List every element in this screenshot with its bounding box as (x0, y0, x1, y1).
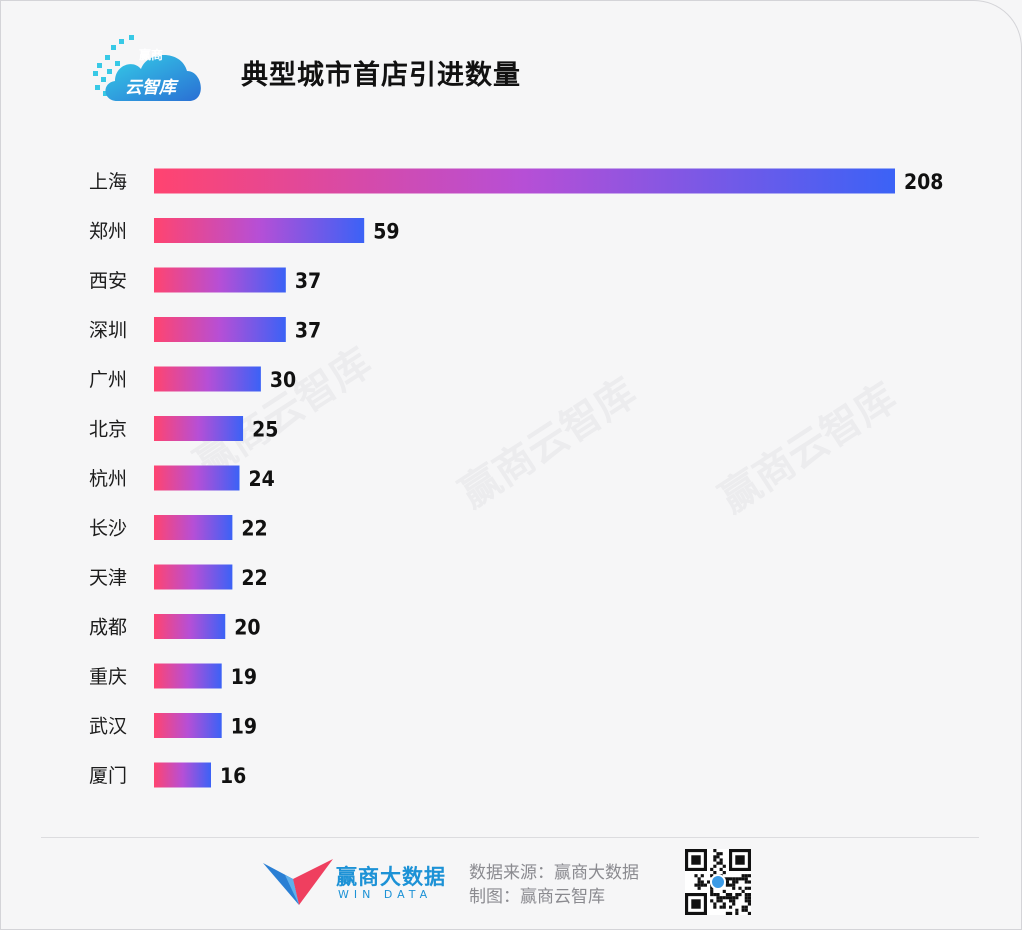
category-label: 成都 (89, 617, 127, 639)
value-label: 37 (295, 319, 321, 343)
category-label: 重庆 (89, 666, 127, 688)
yunzhiku-logo (93, 35, 201, 101)
value-label: 22 (241, 517, 267, 541)
bar[interactable] (154, 317, 286, 342)
brand-name-cn: 赢商大数据 (336, 865, 446, 889)
value-label: 37 (295, 269, 321, 293)
bar[interactable] (154, 465, 240, 491)
logo-text-top: 赢商 (139, 48, 164, 62)
bar[interactable] (154, 515, 233, 540)
category-label: 深圳 (89, 320, 127, 342)
bar[interactable] (154, 713, 222, 738)
logo-text-bottom: 云智库 (125, 78, 176, 98)
bar[interactable] (154, 614, 226, 639)
value-label: 30 (270, 368, 296, 392)
bar[interactable] (154, 762, 211, 788)
value-label: 25 (252, 418, 278, 442)
category-label: 西安 (89, 270, 127, 292)
footer-divider (41, 837, 979, 838)
category-label: 武汉 (89, 716, 127, 738)
bar[interactable] (154, 366, 261, 392)
chart-title: 典型城市首店引进数量 (241, 60, 521, 91)
footer: 赢商大数据 WIN DATA 数据来源：赢商大数据 制图：赢商云智库 (1, 847, 1021, 927)
brand-name-en: WIN DATA (338, 888, 433, 901)
category-label: 郑州 (89, 221, 127, 243)
qr-code-icon[interactable] (685, 849, 751, 915)
category-label: 厦门 (89, 765, 127, 787)
value-label: 16 (220, 764, 246, 788)
bar[interactable] (154, 218, 365, 243)
value-label: 24 (249, 467, 275, 491)
category-label: 杭州 (89, 468, 127, 490)
bar[interactable] (154, 564, 233, 590)
category-label: 上海 (89, 171, 127, 193)
value-label: 20 (234, 616, 260, 640)
bar[interactable] (154, 168, 895, 194)
category-label: 广州 (89, 369, 127, 391)
value-label: 19 (231, 665, 257, 689)
bar-chart: 上海 208 郑州 59 西安 37 深圳 37 广州 30 北京 25 杭州 24 长沙 22 天津 22 成都 2… (89, 168, 943, 788)
category-label: 长沙 (89, 518, 127, 540)
bar[interactable] (154, 416, 244, 441)
header: 赢商 云智库 典型城市首店引进数量 (89, 31, 889, 111)
source-note: 数据来源：赢商大数据 制图：赢商云智库 (469, 861, 639, 909)
value-label: 59 (373, 220, 399, 244)
value-label: 208 (904, 170, 943, 194)
windata-logo-icon (263, 859, 333, 905)
category-label: 天津 (89, 567, 127, 589)
bar[interactable] (154, 663, 222, 689)
bars-group: 上海 208 郑州 59 西安 37 深圳 37 广州 30 北京 25 杭州 24 长沙 22 天津 22 成都 2… (89, 168, 943, 788)
bar[interactable] (154, 267, 286, 293)
credit-line: 制图：赢商云智库 (469, 887, 605, 907)
category-label: 北京 (89, 419, 127, 441)
value-label: 19 (231, 715, 257, 739)
value-label: 22 (241, 566, 267, 590)
source-line: 数据来源：赢商大数据 (469, 863, 639, 883)
